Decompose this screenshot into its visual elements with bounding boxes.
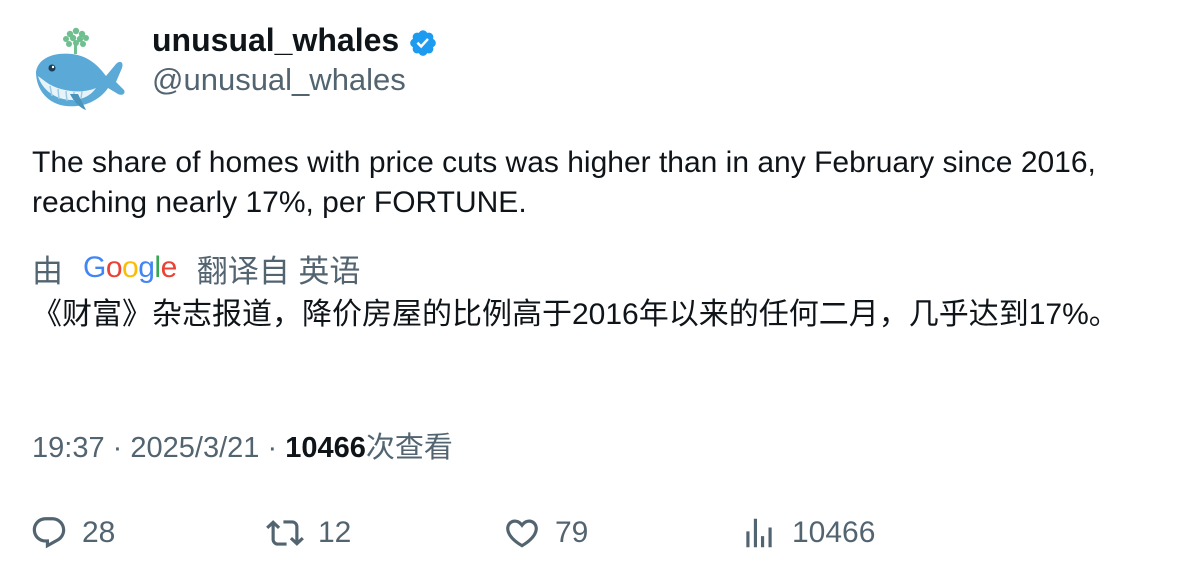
tweet-text: The share of homes with price cuts was h… — [32, 146, 1096, 219]
translated-text: 《财富》杂志报道，降价房屋的比例高于2016年以来的任何二月，几乎达到17%。 — [32, 298, 1119, 331]
translation-suffix: 翻译自 英语 — [196, 253, 361, 289]
tweet-date[interactable]: 2025/3/21 — [130, 432, 260, 464]
whale-icon — [36, 27, 125, 110]
author-handle[interactable]: @unusual_whales — [152, 62, 406, 97]
tweet-time[interactable]: 19:37 — [32, 432, 105, 464]
reply-icon — [32, 517, 66, 549]
like-button[interactable]: 79 — [503, 508, 588, 558]
views-count: 10466 — [285, 432, 366, 464]
translation-prefix: 由 — [32, 253, 63, 289]
reply-count: 28 — [82, 516, 116, 549]
tweet-meta: 19:37 · 2025/3/21 · 10466次查看 — [32, 424, 453, 466]
like-count: 79 — [555, 516, 589, 549]
analytics-icon — [746, 518, 772, 548]
meta-separator: · — [112, 432, 123, 464]
google-logo: Google — [83, 251, 177, 284]
views-button[interactable]: 10466 — [740, 508, 875, 558]
verified-badge-icon — [410, 30, 436, 56]
translation-attribution[interactable]: 由 Google 翻译自 英语 — [32, 247, 360, 289]
avatar[interactable] — [30, 24, 126, 114]
action-bar: 28 12 79 10466 — [0, 508, 1196, 558]
retweet-icon — [266, 520, 304, 546]
reply-button[interactable]: 28 — [30, 508, 115, 558]
meta-separator: · — [267, 432, 278, 464]
author-name[interactable]: unusual_whales — [152, 22, 400, 58]
retweet-button[interactable]: 12 — [266, 508, 351, 558]
heart-icon — [506, 519, 538, 548]
views-label: 次查看 — [365, 432, 453, 464]
retweet-count: 12 — [318, 516, 352, 549]
views-action-count: 10466 — [792, 516, 876, 549]
